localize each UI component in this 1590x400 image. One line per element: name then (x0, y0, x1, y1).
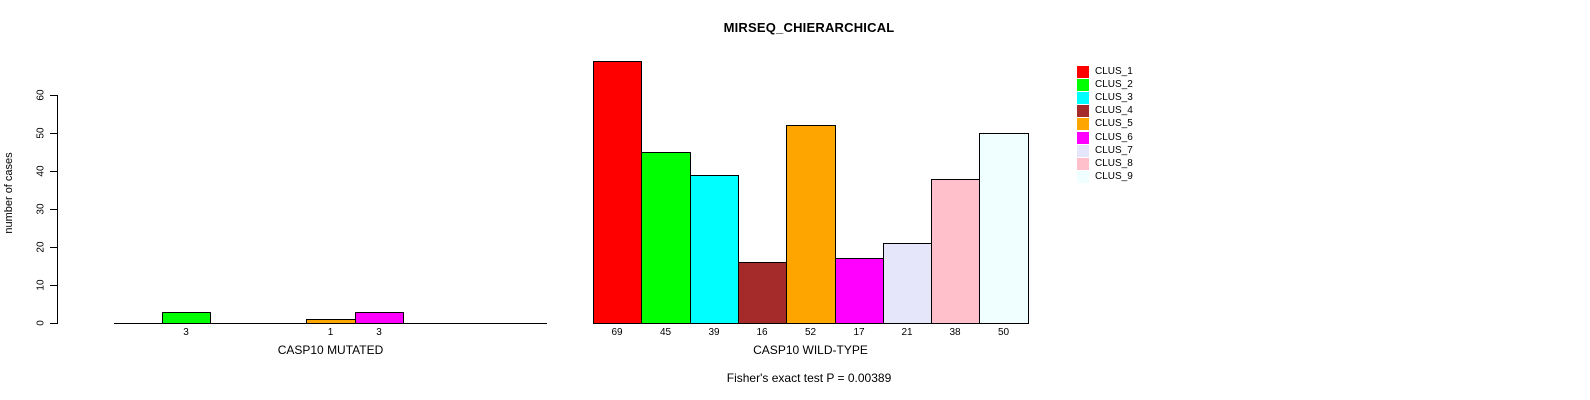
legend-swatch-clus_4 (1077, 105, 1089, 118)
bar-value-label: 3 (183, 327, 189, 338)
bar-mutated-clus_5 (306, 319, 356, 324)
y-tick-label: 10 (35, 279, 47, 291)
y-tick-mark (50, 285, 58, 286)
bar-value-label: 50 (997, 327, 1010, 338)
y-tick-mark (50, 133, 58, 134)
legend-item-clus_8: CLUS_8 (1077, 157, 1133, 170)
bar-mutated-clus_6 (355, 312, 404, 324)
bar-wild-type-clus_5 (786, 125, 836, 324)
legend-swatch-clus_2 (1077, 78, 1089, 91)
bar-value-label: 1 (327, 327, 334, 338)
legend-label: CLUS_5 (1095, 118, 1133, 130)
bar-value-label: 17 (853, 327, 865, 338)
bar-wild-type-clus_1 (593, 61, 642, 324)
bar-value-label: 45 (659, 327, 672, 338)
y-tick-label: 60 (35, 89, 47, 101)
bar-value-label: 69 (611, 327, 623, 338)
legend-swatch-clus_5 (1077, 118, 1089, 131)
y-tick-label: 0 (35, 320, 47, 326)
legend-label: CLUS_9 (1095, 171, 1133, 183)
bar-wild-type-clus_7 (883, 243, 932, 324)
bar-wild-type-clus_4 (738, 262, 787, 324)
legend-swatch-clus_1 (1077, 65, 1089, 78)
legend: CLUS_1 CLUS_2 CLUS_3 CLUS_4 CLUS_5 CLUS_6 CLUS… (1077, 65, 1133, 184)
bar-value-label: 21 (901, 327, 913, 338)
fisher-test-note: Fisher's exact test P = 0.00389 (726, 371, 892, 385)
legend-label: CLUS_1 (1095, 65, 1133, 77)
legend-item-clus_9: CLUS_9 (1077, 171, 1133, 184)
legend-label: CLUS_2 (1095, 78, 1133, 90)
bar-value-label: 3 (376, 327, 382, 338)
y-tick-mark (50, 323, 58, 324)
x-axis-label-mutated: CASP10 MUTATED (277, 343, 384, 357)
legend-item-clus_2: CLUS_2 (1077, 78, 1133, 91)
legend-item-clus_3: CLUS_3 (1077, 91, 1133, 104)
y-tick-mark (50, 95, 58, 96)
bar-value-label: 16 (756, 327, 768, 338)
bar-value-label: 39 (708, 327, 720, 338)
y-tick-label: 50 (35, 127, 47, 139)
bar-value-label: 38 (949, 327, 961, 338)
legend-label: CLUS_7 (1095, 144, 1133, 156)
x-axis-label-wild-type: CASP10 WILD-TYPE (753, 343, 868, 357)
y-axis-label: number of cases (3, 152, 15, 234)
bar-wild-type-clus_8 (931, 179, 980, 324)
legend-label: CLUS_3 (1095, 91, 1133, 103)
legend-swatch-clus_3 (1077, 91, 1089, 104)
legend-item-clus_6: CLUS_6 (1077, 131, 1133, 144)
bar-wild-type-clus_9 (979, 133, 1029, 324)
y-tick-mark (50, 209, 58, 210)
legend-item-clus_1: CLUS_1 (1077, 65, 1133, 78)
y-tick-label: 40 (35, 165, 47, 177)
legend-item-clus_7: CLUS_7 (1077, 144, 1133, 157)
legend-item-clus_5: CLUS_5 (1077, 118, 1133, 131)
legend-item-clus_4: CLUS_4 (1077, 105, 1133, 118)
legend-swatch-clus_6 (1077, 131, 1089, 144)
legend-swatch-clus_8 (1077, 157, 1089, 170)
y-tick-label: 30 (35, 203, 47, 215)
legend-label: CLUS_8 (1095, 157, 1133, 169)
y-tick-mark (50, 171, 58, 172)
bar-wild-type-clus_2 (641, 152, 691, 324)
chart-title: MIRSEQ_CHIERARCHICAL (723, 20, 895, 35)
bar-mutated-clus_2 (162, 312, 211, 324)
y-tick-mark (50, 247, 58, 248)
bar-value-label: 52 (804, 327, 817, 338)
bar-wild-type-clus_6 (835, 258, 884, 324)
bar-wild-type-clus_3 (690, 175, 739, 324)
legend-label: CLUS_4 (1095, 105, 1133, 117)
y-tick-label: 20 (35, 241, 47, 253)
legend-swatch-clus_9 (1077, 171, 1089, 184)
legend-label: CLUS_6 (1095, 131, 1133, 143)
legend-swatch-clus_7 (1077, 144, 1089, 157)
